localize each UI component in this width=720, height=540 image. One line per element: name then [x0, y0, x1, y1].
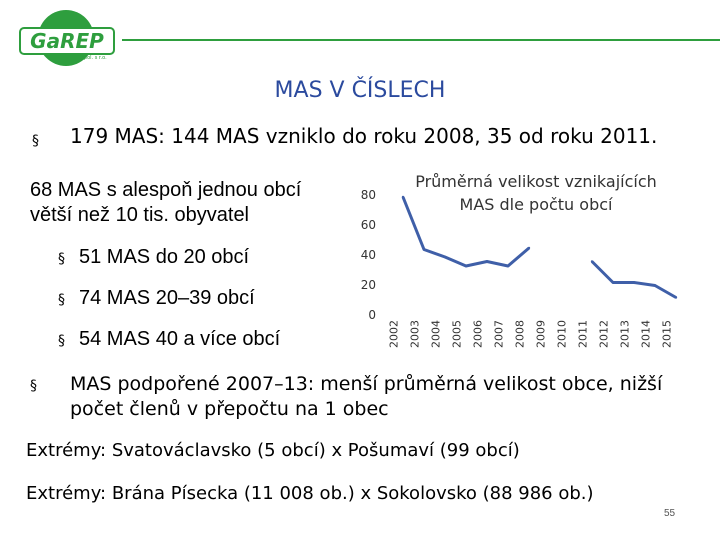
x-tick-label: 2013 [619, 320, 632, 348]
bullet-text: MAS podpořené 2007–13: menší průměrná ve… [70, 372, 662, 422]
bullet-179-mas: § 179 MAS: 144 MAS vzniklo do roku 2008,… [32, 124, 657, 150]
bullet-text: 179 MAS: 144 MAS vzniklo do roku 2008, 3… [70, 124, 658, 148]
data-point [674, 296, 678, 299]
x-tick-label: 2012 [598, 320, 611, 348]
logo-badge [19, 27, 115, 55]
data-point [527, 246, 531, 250]
y-tick-label: 40 [361, 248, 376, 262]
data-point [401, 195, 405, 199]
bullet-marker: § [32, 133, 39, 149]
x-tick-label: 2002 [388, 320, 401, 348]
x-tick-label: 2007 [493, 320, 506, 348]
chart-title-line1: Průměrná velikost vznikajících [415, 172, 657, 191]
bullet-marker: § [58, 333, 65, 349]
x-tick-label: 2009 [535, 320, 548, 348]
data-point [653, 284, 657, 287]
y-tick-label: 0 [368, 308, 376, 322]
x-tick-label: 2011 [577, 320, 590, 348]
bullet-marker: § [58, 292, 65, 308]
sub-item-text: 74 MAS 20–39 obcí [79, 287, 255, 309]
bullet-line: MAS podpořené 2007–13: menší průměrná ve… [70, 373, 663, 395]
x-tick-label: 2015 [661, 320, 674, 348]
data-point [611, 281, 615, 284]
extremes-municipalities: Extrémy: Svatováclavsko (5 obcí) x Pošum… [26, 440, 520, 461]
sub-item-text: 54 MAS 40 a více obcí [79, 328, 281, 350]
bullet-supported-mas: § MAS podpořené 2007–13: menší průměrná … [30, 372, 662, 420]
data-point [464, 264, 468, 268]
x-tick-label: 2010 [556, 320, 569, 348]
data-point [422, 248, 426, 251]
avg-size-line-chart: Průměrná velikost vznikajících MAS dle p… [361, 172, 678, 348]
sub-item-74: § 74 MAS 20–39 obcí [58, 287, 255, 310]
y-tick-label: 60 [361, 218, 376, 232]
series-line-segment [590, 260, 677, 299]
logo-text: GaREP [30, 29, 104, 53]
sub-item-text: 51 MAS do 20 obcí [79, 246, 250, 268]
extremes-population: Extrémy: Brána Písecka (11 008 ob.) x So… [26, 483, 594, 504]
logo-subtext: spol. s r.o. [81, 55, 107, 61]
chart-title-line2: MAS dle počtu obcí [460, 195, 614, 214]
x-tick-label: 2014 [640, 320, 653, 348]
data-point [485, 260, 489, 263]
slide-title: MAS V ČÍSLECH [274, 78, 446, 103]
data-point [632, 281, 636, 284]
x-tick-label: 2003 [409, 320, 422, 348]
sub-item-51: § 51 MAS do 20 obcí [58, 246, 249, 269]
x-tick-label: 2005 [451, 320, 464, 348]
page-number: 55 [664, 508, 676, 519]
x-tick-label: 2006 [472, 320, 485, 348]
y-tick-label: 80 [361, 188, 376, 202]
x-tick-label: 2008 [514, 320, 527, 348]
x-tick-label: 2004 [430, 320, 443, 348]
sub-item-54: § 54 MAS 40 a více obcí [58, 328, 280, 351]
paragraph-line: větší než 10 tis. obyvatel [30, 204, 250, 226]
paragraph-line: 68 MAS s alespoň jednou obcí [30, 179, 302, 201]
data-point [506, 264, 510, 268]
y-tick-label: 20 [361, 278, 376, 292]
bullet-marker: § [30, 378, 37, 394]
header-divider [122, 39, 720, 41]
data-point [590, 260, 594, 263]
data-point [443, 255, 447, 259]
garep-logo: GaREP spol. s r.o. [19, 10, 115, 66]
bullet-marker: § [58, 251, 65, 267]
bullet-line: počet členů v přepočtu na 1 obec [70, 398, 389, 420]
paragraph-68-mas: 68 MAS s alespoň jednou obcí větší než 1… [30, 178, 301, 228]
